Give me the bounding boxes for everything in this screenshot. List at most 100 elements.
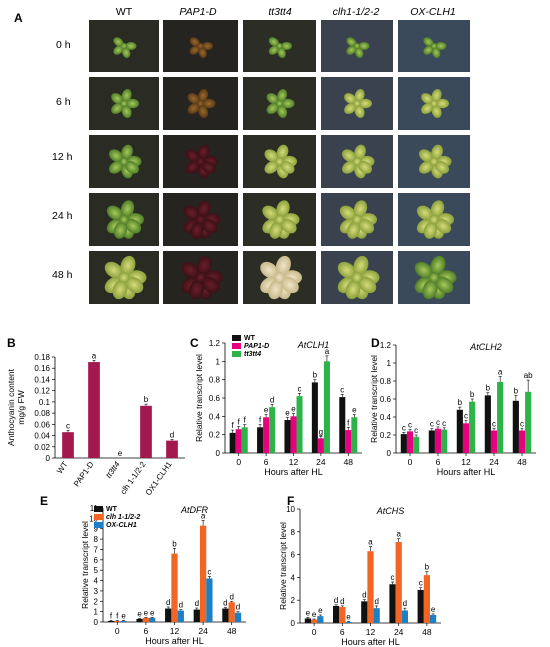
significance-letter: e [312, 610, 317, 619]
seedling-image [111, 89, 139, 118]
y-tick-label: 2 [291, 596, 296, 605]
bar [484, 395, 491, 453]
seedling-image [421, 89, 449, 118]
y-tick-label: 2 [94, 597, 99, 606]
panel-letter-f: F [287, 494, 294, 508]
significance-letter: d [270, 395, 274, 404]
bar [389, 584, 396, 623]
legend-label: WT [244, 335, 256, 342]
significance-letter: d [170, 430, 174, 439]
y-tick-label: 0.16 [34, 364, 50, 373]
bar [206, 578, 213, 622]
x-tick-label: clh 1-1/2-2 [119, 460, 148, 497]
significance-letter: d [229, 592, 233, 601]
bar [229, 432, 236, 453]
y-tick-label: 0.8 [209, 376, 221, 385]
chart-c: 0 0.2 0.4 0.6 0.8 1 1.2 Relative transcript lev… [194, 335, 362, 477]
bar [525, 391, 532, 453]
significance-letter: d [374, 597, 378, 606]
bar [114, 620, 121, 622]
chart-title: AtCLH1 [297, 340, 330, 350]
y-tick-label: 9 [94, 525, 99, 534]
significance-letter: c [436, 418, 440, 427]
y-tick-label: 8 [94, 535, 99, 544]
row-label-6h: 6 h [56, 96, 71, 108]
row-label-24h: 24 h [52, 210, 73, 222]
y-tick-label: 0.04 [34, 432, 50, 441]
bar [339, 607, 346, 623]
significance-letter: f [244, 416, 247, 425]
bar [310, 619, 318, 623]
significance-letter: d [195, 599, 199, 608]
significance-letter: c [207, 567, 211, 576]
legend-label: WT [106, 506, 118, 513]
bar [317, 438, 324, 453]
bar [332, 605, 340, 623]
seedling-image [337, 255, 380, 300]
bar [497, 381, 504, 453]
y-tick-label: 1 [94, 608, 99, 617]
seedling-image [268, 37, 292, 59]
x-tick-label: 48 [422, 627, 432, 637]
seedling-image [264, 144, 297, 179]
significance-letter: e [431, 605, 436, 614]
y-tick-label: 0.4 [209, 412, 221, 421]
significance-letter: b [144, 395, 149, 404]
chart-title: AtDFR [180, 505, 209, 515]
legend-label: PAP1-D [244, 343, 269, 350]
y-tick-label: 0.12 [34, 387, 50, 396]
y-tick-label: 0.6 [209, 394, 221, 403]
y-tick-label: 0.2 [380, 431, 392, 440]
seedling-image [423, 37, 447, 59]
significance-letter: b [486, 384, 491, 393]
y-tick-label: 0.08 [34, 409, 50, 418]
significance-letter: e [150, 608, 155, 617]
x-tick-label: 0 [408, 457, 413, 467]
y-tick-label: 0.18 [34, 353, 50, 362]
panel-letter-d: D [371, 336, 380, 350]
legend-swatch [232, 343, 241, 349]
bar [434, 428, 442, 453]
bar [367, 551, 374, 623]
significance-letter: a [201, 511, 206, 520]
legend-swatch [232, 351, 241, 357]
x-tick-label: 0 [312, 627, 317, 637]
y-tick-label: 0.06 [34, 420, 50, 429]
bar [228, 602, 235, 622]
significance-letter: c [390, 573, 394, 582]
panel-letter-e: E [40, 494, 48, 508]
legend-label: OX-CLH1 [106, 522, 137, 529]
legend-label: clh 1-1/2-2 [106, 514, 140, 521]
chart-title: AtCLH2 [469, 342, 502, 352]
x-tick-label: 24 [489, 457, 499, 467]
x-tick-label: 0 [115, 626, 120, 636]
bar [263, 417, 270, 453]
significance-letter: f [259, 416, 262, 425]
x-tick-label: 12 [170, 626, 180, 636]
bar [428, 430, 435, 453]
x-tick-label: 12 [461, 457, 471, 467]
bar [165, 608, 172, 622]
bar [441, 429, 448, 453]
bar [400, 434, 407, 453]
significance-letter: d [223, 598, 227, 607]
y-tick-label: 0 [94, 618, 99, 627]
bar [142, 617, 150, 622]
y-tick-label: 4 [94, 577, 99, 586]
bar [490, 430, 498, 453]
panel-letter-c: C [190, 336, 199, 350]
x-tick-label: 24 [316, 457, 326, 467]
y-tick-label: 0 [387, 449, 392, 458]
seedling-image [106, 200, 144, 239]
bar [304, 618, 311, 623]
significance-letter: f [232, 421, 235, 430]
y-tick-label: 0.14 [34, 375, 50, 384]
bar [401, 610, 409, 623]
significance-letter: f [238, 417, 241, 426]
y-tick-label: 10 [89, 514, 98, 523]
y-tick-label: 0.2 [209, 431, 221, 440]
bar [413, 436, 420, 453]
seedling-image [183, 200, 221, 239]
bar [149, 617, 156, 622]
